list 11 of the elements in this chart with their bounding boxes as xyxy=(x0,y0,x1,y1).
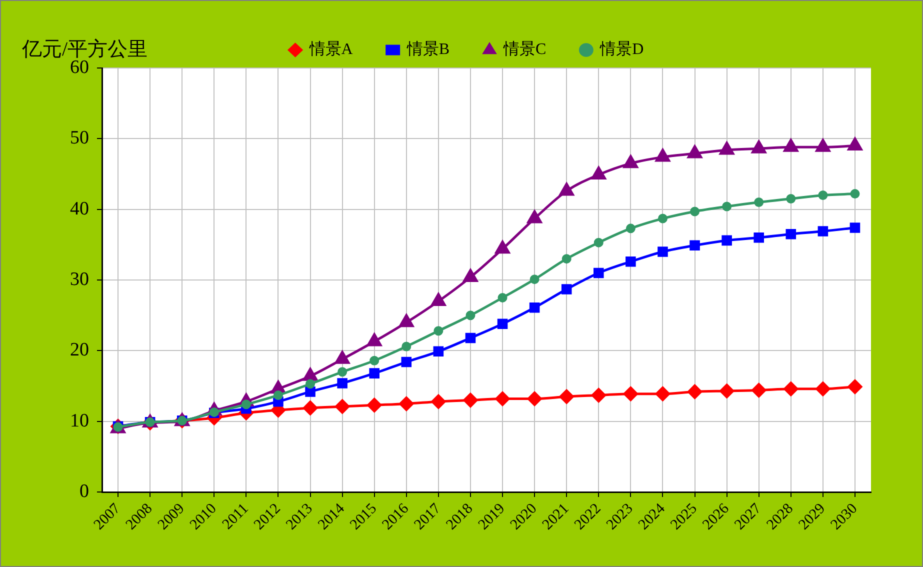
legend-label: 情景B xyxy=(406,40,450,58)
legend-label: 情景D xyxy=(599,40,644,58)
y-tick-label: 30 xyxy=(70,269,89,290)
y-tick-label: 20 xyxy=(70,340,89,361)
legend-label: 情景C xyxy=(502,40,546,58)
y-tick-label: 50 xyxy=(70,128,89,149)
legend-label: 情景A xyxy=(308,40,354,58)
y-tick-label: 10 xyxy=(70,410,89,432)
y-tick-label: 0 xyxy=(80,481,89,502)
y-tick-label: 40 xyxy=(70,198,89,220)
x-tick-label: 2011 xyxy=(220,500,252,533)
